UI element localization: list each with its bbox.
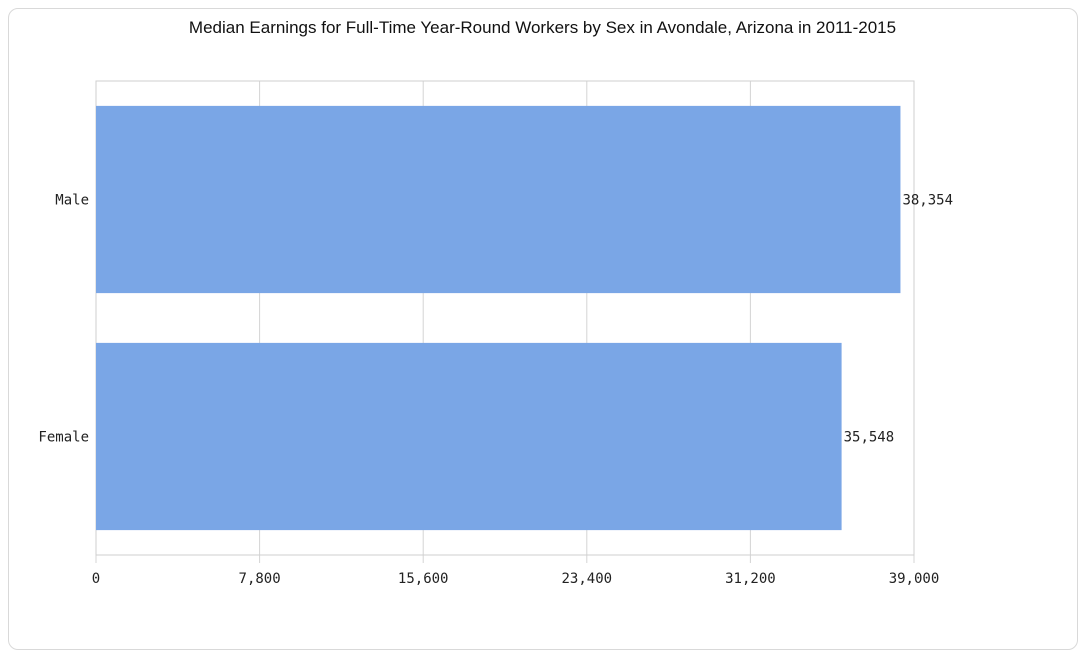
bar-female — [96, 342, 842, 531]
plot-area — [95, 80, 915, 556]
bar-value-label: 38,354 — [902, 193, 953, 209]
x-tick-label: 31,200 — [725, 571, 776, 587]
y-category-label: Female — [38, 430, 89, 446]
bar-chart: 0 7,800 15,600 23,400 31,200 39,000 Male 38,354… — [38, 80, 953, 588]
labels: 0 7,800 15,600 23,400 31,200 39,000 Male 38,354… — [38, 193, 953, 588]
bar-male — [96, 105, 901, 294]
x-tick-label: 23,400 — [562, 571, 613, 587]
chart-title: Median Earnings for Full-Time Year-Round… — [188, 18, 897, 37]
y-category-label: Male — [55, 193, 89, 209]
x-tick-label: 0 — [92, 571, 100, 587]
x-tick-label: 7,800 — [239, 571, 281, 587]
x-tick-label: 39,000 — [889, 571, 940, 587]
x-tick-label: 15,600 — [398, 571, 449, 587]
bars — [96, 105, 901, 531]
bar-value-label: 35,548 — [844, 430, 895, 446]
